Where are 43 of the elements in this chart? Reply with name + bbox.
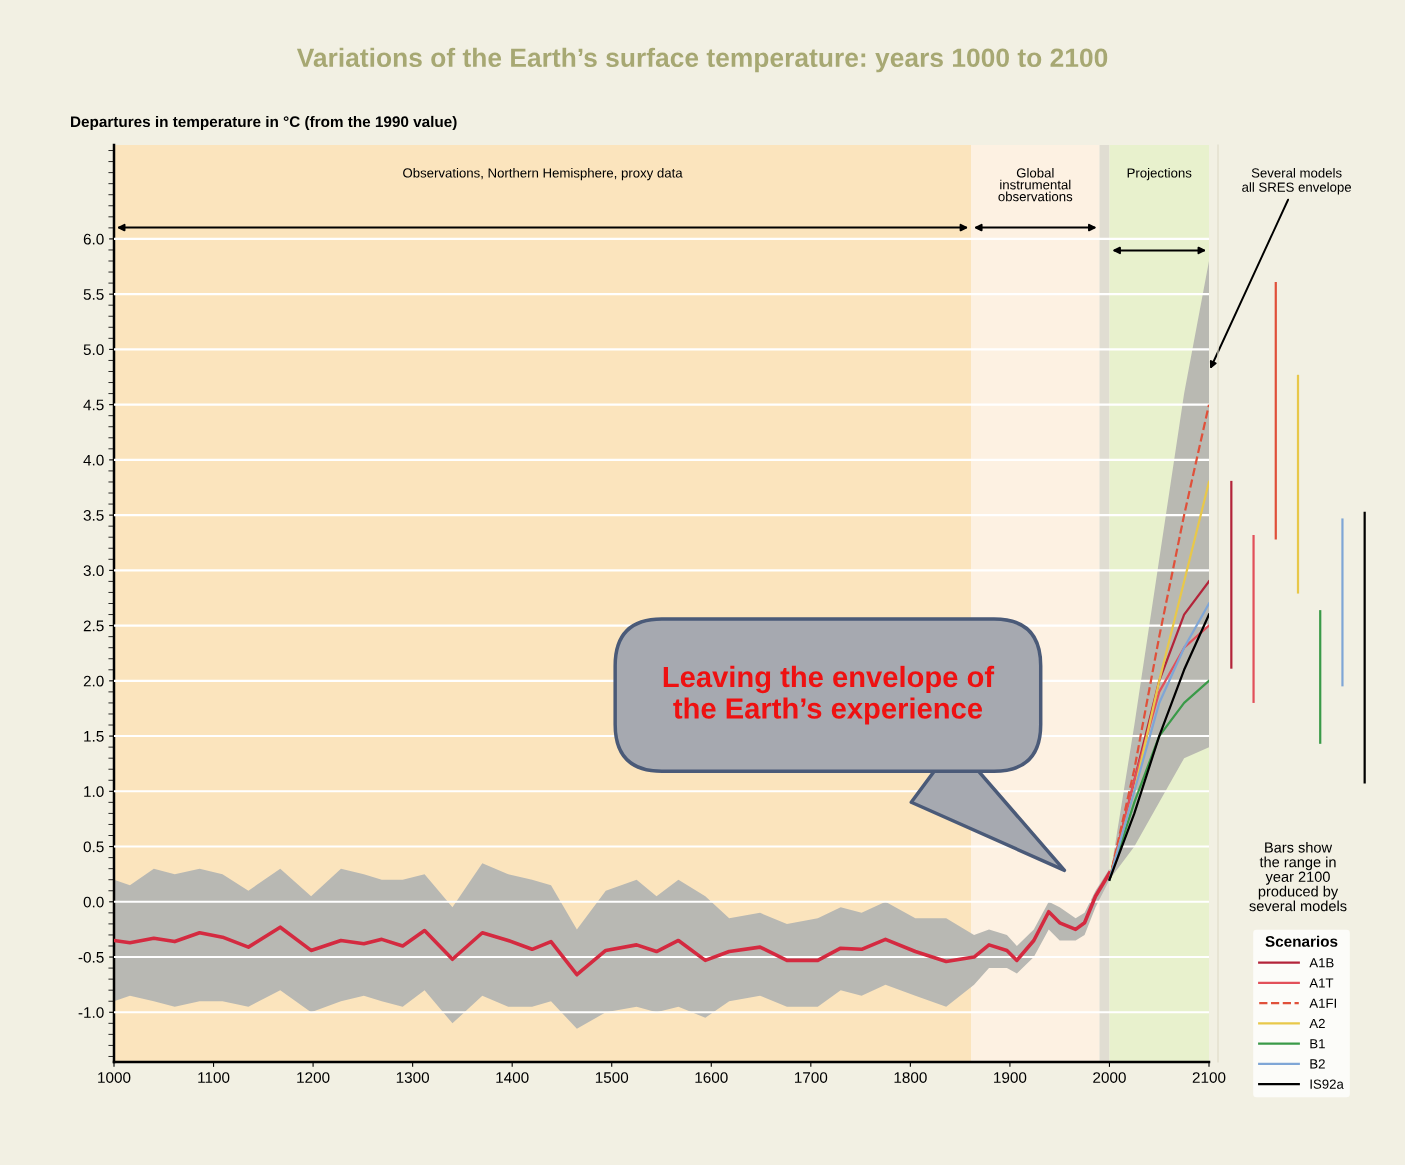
y-tick-label: 4.0 xyxy=(83,454,104,466)
legend-label: B2 xyxy=(1310,1059,1325,1069)
y-tick-label: 1.5 xyxy=(84,731,104,742)
y-tick-label: 4.5 xyxy=(83,399,104,411)
y-tick-label: 3.5 xyxy=(83,509,104,521)
y-tick-label: 0.0 xyxy=(83,896,104,908)
legend-label: A2 xyxy=(1309,1018,1325,1028)
y-tick-label: 1.0 xyxy=(84,786,104,798)
x-tick-label: 2100 xyxy=(1192,1072,1226,1083)
y-tick-label: 2.5 xyxy=(83,620,104,632)
legend-label: A1T xyxy=(1309,978,1334,988)
band-label: Global instrumental observations xyxy=(998,167,1073,202)
chart-title: Variations of the Earth’s surface temperature: years 1000 to 2100 xyxy=(296,47,1108,73)
y-tick-label: 3.0 xyxy=(83,565,104,577)
y-tick-label: 5.0 xyxy=(83,344,104,356)
band-label: Projections xyxy=(1127,167,1192,181)
legend-label: A1B xyxy=(1309,958,1334,968)
x-tick-label: 1100 xyxy=(198,1072,230,1083)
y-tick-label: -0.5 xyxy=(78,951,104,963)
x-tick-label: 1400 xyxy=(496,1072,529,1083)
x-tick-label: 1000 xyxy=(98,1072,131,1083)
annotation: Several models all SRES envelope xyxy=(1242,167,1352,195)
x-tick-label: 1900 xyxy=(994,1072,1027,1083)
band-label: Observations, Northern Hemisphere, proxy data xyxy=(403,167,683,181)
y-tick-label: 6.0 xyxy=(83,233,104,245)
y-tick-label: 0.5 xyxy=(83,841,104,853)
x-tick-label: 1500 xyxy=(595,1072,629,1083)
x-tick-label: 1300 xyxy=(396,1072,430,1083)
x-tick-label: 1800 xyxy=(894,1072,927,1083)
y-axis-title: Departures in temperature in °C (from the 1990 value) xyxy=(71,115,457,131)
legend-title: Scenarios xyxy=(1265,935,1338,947)
x-tick-label: 2000 xyxy=(1093,1072,1126,1083)
x-tick-label: 1600 xyxy=(695,1072,728,1083)
legend-label: A1FI xyxy=(1309,998,1336,1008)
annotation: Leaving the envelope of the Earth’s experience xyxy=(663,665,995,725)
x-tick-label: 1700 xyxy=(794,1072,828,1083)
y-tick-label: -1.0 xyxy=(78,1007,104,1018)
legend-label: IS92a xyxy=(1310,1079,1344,1089)
y-tick-label: 5.5 xyxy=(83,289,104,300)
annotation: Bars show the range in year 2100 produced by several models xyxy=(1249,841,1347,912)
y-tick-label: 2.0 xyxy=(83,675,104,687)
legend-label: B1 xyxy=(1310,1039,1325,1049)
x-tick-label: 1200 xyxy=(297,1072,330,1083)
